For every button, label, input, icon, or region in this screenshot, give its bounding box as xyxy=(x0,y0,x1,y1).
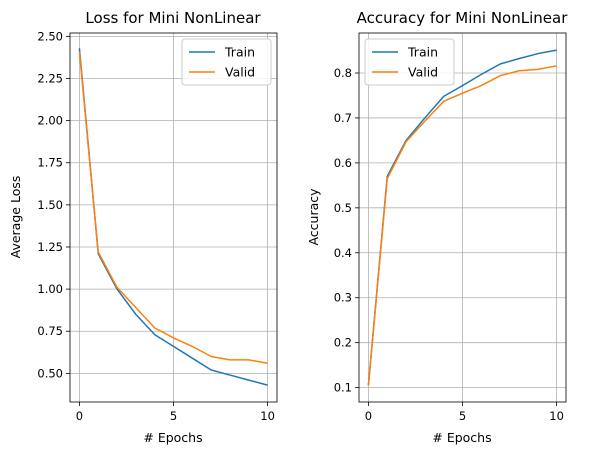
loss-legend-label-valid: Valid xyxy=(225,65,255,80)
accuracy-y-tick-label: 0.1 xyxy=(334,381,352,395)
loss-y-tick-label: 1.00 xyxy=(37,282,63,296)
accuracy-legend-label-train: Train xyxy=(407,45,438,60)
accuracy-y-tick-label: 0.5 xyxy=(334,201,352,215)
loss-x-tick-label: 5 xyxy=(170,409,177,423)
loss-legend: Train Valid xyxy=(181,38,272,86)
loss-y-tick-label: 0.50 xyxy=(37,366,63,380)
accuracy-series-line-valid xyxy=(367,65,557,386)
loss-series-line-train xyxy=(78,48,268,386)
loss-x-tick-label: 0 xyxy=(76,409,83,423)
accuracy-chart: Accuracy for Mini NonLinear # Epochs Acc… xyxy=(306,9,568,445)
accuracy-chart-x-axis-label: # Epochs xyxy=(432,430,491,445)
accuracy-y-tick-label: 0.2 xyxy=(334,336,352,350)
accuracy-y-tick-label: 0.4 xyxy=(334,246,352,260)
loss-chart: Loss for Mini NonLinear # Epochs Average… xyxy=(8,9,278,445)
accuracy-legend: Train Valid xyxy=(364,38,455,86)
accuracy-chart-y-axis-label: Accuracy xyxy=(306,188,321,246)
loss-y-tick-label: 2.00 xyxy=(37,114,63,128)
accuracy-chart-title: Accuracy for Mini NonLinear xyxy=(357,9,569,27)
loss-chart-y-axis-label: Average Loss xyxy=(8,176,23,259)
loss-chart-title: Loss for Mini NonLinear xyxy=(85,9,261,27)
loss-legend-label-train: Train xyxy=(224,45,255,60)
loss-y-tick-label: 0.75 xyxy=(37,324,63,338)
accuracy-legend-box xyxy=(364,38,455,86)
accuracy-y-tick-label: 0.8 xyxy=(334,66,352,80)
loss-y-tick-label: 1.25 xyxy=(37,240,63,254)
loss-y-tick-label: 2.50 xyxy=(37,29,63,43)
loss-y-tick-label: 2.25 xyxy=(37,71,63,85)
loss-legend-box xyxy=(181,38,272,86)
accuracy-x-tick-label: 10 xyxy=(549,409,564,423)
loss-chart-x-axis-label: # Epochs xyxy=(143,430,202,445)
loss-y-tick-label: 1.50 xyxy=(37,198,63,212)
accuracy-y-tick-label: 0.6 xyxy=(334,156,352,170)
accuracy-legend-label-valid: Valid xyxy=(408,65,438,80)
accuracy-x-tick-label: 5 xyxy=(459,409,466,423)
accuracy-y-tick-label: 0.7 xyxy=(334,111,352,125)
loss-series-line-valid xyxy=(78,51,268,364)
loss-y-tick-label: 1.75 xyxy=(37,156,63,170)
accuracy-y-tick-label: 0.3 xyxy=(334,291,352,305)
accuracy-x-tick-label: 0 xyxy=(365,409,372,423)
loss-x-tick-label: 10 xyxy=(260,409,275,423)
